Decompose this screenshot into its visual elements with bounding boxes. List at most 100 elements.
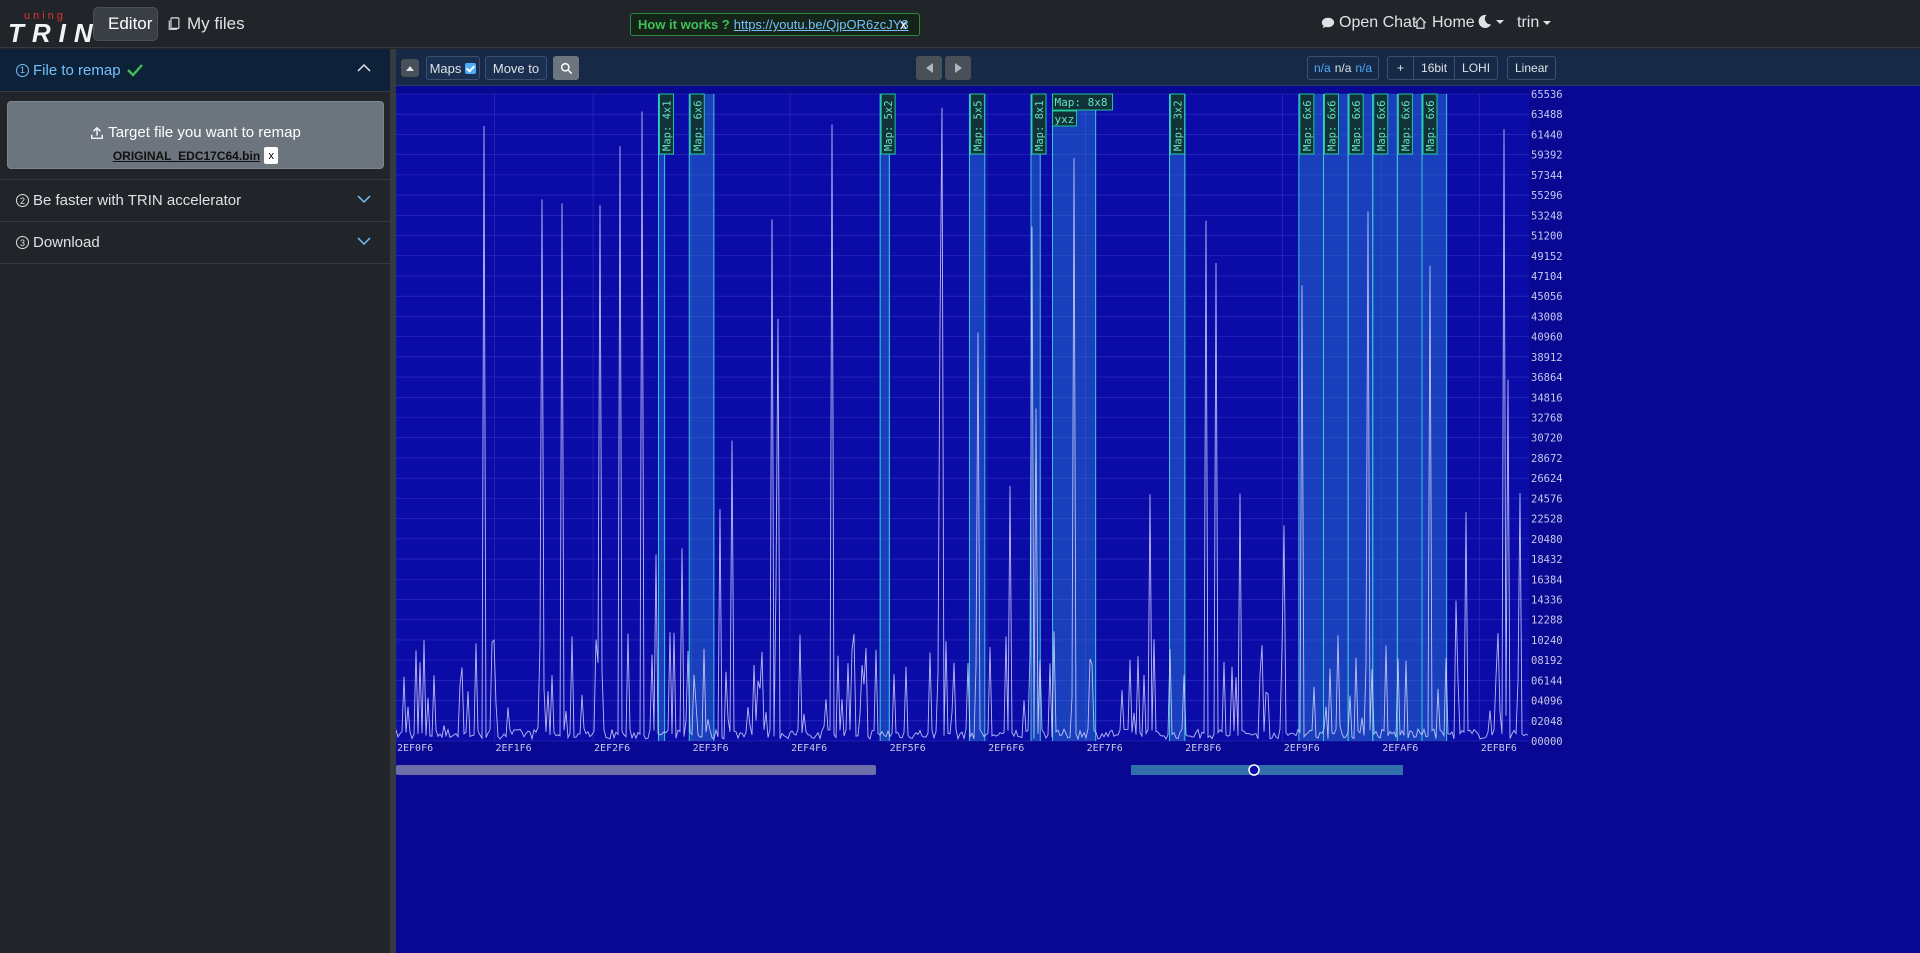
y-tick-label: 30720 (1531, 433, 1563, 445)
y-tick-label: 14336 (1531, 594, 1563, 606)
bit-width-button[interactable]: 16bit (1414, 57, 1456, 79)
step-number: 1 (16, 63, 29, 77)
prev-button[interactable] (916, 56, 942, 80)
caret-up-icon (406, 66, 414, 71)
map-label-box (1323, 93, 1339, 155)
map-label: Map: 4x1 (661, 100, 673, 151)
scale-button[interactable]: Linear (1507, 56, 1557, 80)
section-download[interactable]: 3 Download (0, 222, 390, 264)
file-name: ORIGINAL_EDC17C64.bin (112, 148, 261, 163)
howto-close-button[interactable]: x (900, 16, 907, 32)
y-tick-label: 34816 (1531, 392, 1563, 404)
hex-graph-editor: Maps Move to n/a n/a n/a + 16bit LOHI Li… (396, 49, 1920, 953)
chevron-up-icon (357, 63, 371, 72)
byte-order-button[interactable]: LOHI (1462, 61, 1491, 75)
graph-area[interactable]: 65536 63488 61440 59392 57344 55296 53248 51200… (396, 86, 1920, 953)
overview-strip (1131, 765, 1403, 775)
chevron-down-icon (357, 195, 371, 204)
x-tick-label: 2EF9F6 (1284, 743, 1320, 754)
howto-banner: How it works ? https://youtu.be/QjpOR6zc… (630, 13, 920, 36)
map-label: Map: 8x8 (1055, 96, 1108, 109)
map-label: Map: 8x1 (1034, 100, 1046, 151)
map-label: Map: 6x6 (1302, 100, 1314, 151)
y-tick-label: 04096 (1531, 696, 1563, 708)
maps-checkbox[interactable] (465, 62, 477, 74)
y-tick-label: 26624 (1531, 473, 1563, 485)
axis-tag-box (1052, 110, 1078, 127)
remove-file-button[interactable]: x (264, 147, 279, 164)
map-label: Map: 5x5 (972, 100, 984, 151)
data-trace (396, 107, 1529, 741)
y-tick-label: 02048 (1531, 716, 1563, 728)
maps-label: Maps (429, 60, 462, 76)
x-tick-label: 2EF4F6 (791, 743, 827, 754)
section-file-to-remap[interactable]: 1 File to remap (0, 49, 390, 92)
top-navbar: uning TRIN Editor My files How it works … (0, 0, 1920, 48)
y-tick-label: 40960 (1531, 332, 1563, 344)
map-label: Map: 6x6 (1425, 100, 1437, 151)
myfiles-nav-button[interactable]: My files (160, 7, 253, 41)
home-link[interactable]: Home (1413, 14, 1475, 32)
section-label: File to remap (33, 61, 121, 79)
y-tick-label: 45056 (1531, 291, 1563, 303)
x-tick-label: 2EF0F6 (397, 743, 433, 754)
search-button[interactable] (553, 56, 579, 80)
map-label: Map: 5x2 (883, 100, 895, 151)
map-region (1397, 94, 1423, 741)
y-tick-label: 08192 (1531, 655, 1563, 667)
map-label: Map: 6x6 (1326, 100, 1338, 151)
x-tick-label: 2EF7F6 (1087, 743, 1123, 754)
check-icon (126, 64, 143, 77)
file-to-remap-body: Target file you want to remap ORIGINAL_E… (0, 92, 390, 180)
move-to-button[interactable]: Move to (485, 56, 547, 80)
logo-small-text: uning (24, 10, 66, 22)
target-file-dropzone[interactable]: Target file you want to remap ORIGINAL_E… (7, 101, 384, 169)
trin-logo[interactable]: uning TRIN (8, 10, 93, 48)
theme-toggle[interactable] (1477, 14, 1504, 29)
step-number: 2 (16, 194, 29, 207)
data-graph[interactable]: 65536 63488 61440 59392 57344 55296 53248 51200… (396, 86, 1920, 953)
map-region (1169, 94, 1185, 741)
map-label: Map: 6x6 (1351, 100, 1363, 151)
x-tick-label: 2EF5F6 (890, 743, 926, 754)
map-label-box (880, 93, 896, 155)
x-tick-label: 2EF1F6 (496, 743, 532, 754)
next-button[interactable] (945, 56, 971, 80)
section-label: Be faster with TRIN accelerator (33, 192, 242, 209)
map-label: Map: 3x2 (1173, 100, 1185, 151)
section-accelerator[interactable]: 2 Be faster with TRIN accelerator (0, 180, 390, 222)
open-chat-link[interactable]: Open Chat (1321, 14, 1416, 32)
panel-splitter[interactable] (391, 49, 396, 953)
y-tick-label: 59392 (1531, 150, 1563, 162)
howto-video-link[interactable]: https://youtu.be/QjpOR6zcJY8 (733, 17, 909, 32)
y-tick-label: 63488 (1531, 109, 1563, 121)
map-label: Map: 6x6 (692, 100, 704, 151)
map-region (658, 94, 665, 741)
map-region (1372, 94, 1398, 741)
upload-icon (91, 126, 104, 139)
map-label-box (1397, 93, 1413, 155)
y-tick-label: 28672 (1531, 453, 1563, 465)
section-label: Download (33, 234, 100, 251)
y-tick-label: 57344 (1531, 170, 1563, 182)
map-label-box (1348, 93, 1364, 155)
howto-lead: How it works ? (638, 17, 730, 32)
collapse-button[interactable] (401, 59, 419, 77)
add-button[interactable]: + (1388, 57, 1415, 79)
readout-a: n/a (1314, 61, 1331, 75)
x-tick-label: 2EFAF6 (1382, 743, 1418, 754)
maps-toggle[interactable]: Maps (426, 56, 480, 80)
map-label-box (1170, 93, 1186, 155)
open-chat-label: Open Chat (1339, 14, 1417, 31)
map-label: Map: 6x6 (1376, 100, 1388, 151)
x-tick-label: 2EF3F6 (693, 743, 729, 754)
caret-left-icon (925, 63, 933, 73)
caret-down-icon (1543, 21, 1552, 25)
y-tick-label: 55296 (1531, 190, 1563, 202)
editor-nav-button[interactable]: Editor (93, 7, 158, 41)
map-label-box (969, 93, 985, 155)
search-icon (560, 62, 572, 74)
user-menu[interactable]: trin (1517, 14, 1552, 32)
x-tick-label: 2EFBF6 (1481, 743, 1517, 754)
chat-icon (1321, 17, 1335, 29)
